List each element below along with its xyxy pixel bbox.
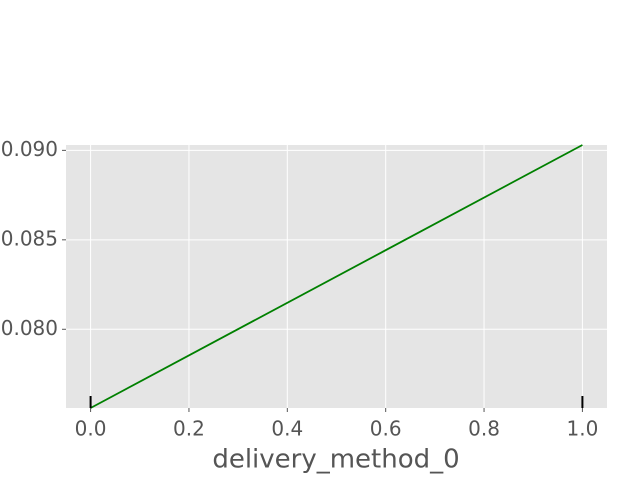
- line: [90, 144, 583, 409]
- x-tick-label: 0.2: [173, 417, 205, 441]
- x-tick-label: 1.0: [567, 417, 599, 441]
- y-tick-label: 0.090: [1, 137, 58, 161]
- x-tick-label: 0.4: [271, 417, 303, 441]
- x-tick-label: 0.8: [468, 417, 500, 441]
- y-tick-label: 0.080: [1, 316, 58, 340]
- x-tick-label: 0.0: [75, 417, 107, 441]
- x-axis-label: delivery_method_0: [212, 445, 459, 475]
- x-tick-label: 0.6: [370, 417, 402, 441]
- y-tick-label: 0.085: [1, 226, 58, 250]
